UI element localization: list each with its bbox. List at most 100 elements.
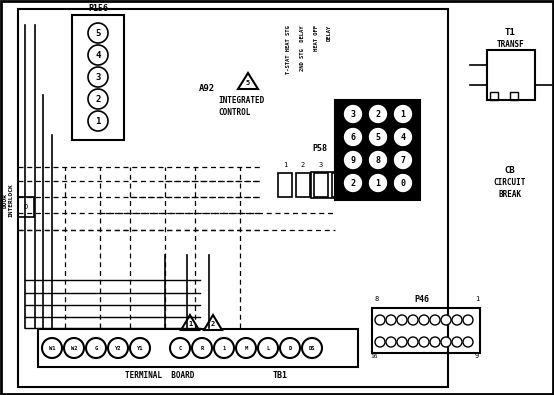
Text: 8: 8 — [376, 156, 381, 164]
Circle shape — [386, 315, 396, 325]
Text: 2ND STG  DELAY: 2ND STG DELAY — [300, 25, 305, 70]
Text: 4: 4 — [401, 132, 406, 141]
Bar — [278, 173, 292, 197]
Text: 4: 4 — [95, 51, 101, 60]
Text: T-STAT HEAT STG: T-STAT HEAT STG — [285, 25, 290, 74]
Circle shape — [343, 150, 363, 170]
Circle shape — [368, 127, 388, 147]
Circle shape — [368, 150, 388, 170]
Text: TERMINAL  BOARD: TERMINAL BOARD — [125, 371, 194, 380]
Circle shape — [397, 315, 407, 325]
Text: M: M — [244, 346, 248, 350]
Text: 9: 9 — [475, 353, 479, 359]
Circle shape — [375, 337, 385, 347]
Circle shape — [42, 338, 62, 358]
Circle shape — [419, 315, 429, 325]
Circle shape — [463, 315, 473, 325]
Circle shape — [88, 89, 108, 109]
Circle shape — [88, 111, 108, 131]
Bar — [510, 92, 518, 100]
Circle shape — [452, 315, 462, 325]
Circle shape — [441, 315, 451, 325]
Circle shape — [236, 338, 256, 358]
Circle shape — [368, 173, 388, 193]
Text: INTEGRATED: INTEGRATED — [218, 96, 264, 105]
Text: 4: 4 — [337, 162, 341, 168]
Text: 3: 3 — [95, 73, 101, 81]
Text: W2: W2 — [71, 346, 77, 350]
Circle shape — [108, 338, 128, 358]
Bar — [72, 15, 124, 140]
Text: 2: 2 — [351, 179, 356, 188]
Circle shape — [88, 67, 108, 87]
Text: 2: 2 — [376, 109, 381, 118]
Circle shape — [393, 150, 413, 170]
Text: 3: 3 — [351, 109, 356, 118]
Circle shape — [368, 104, 388, 124]
Text: O: O — [24, 204, 28, 210]
Circle shape — [88, 23, 108, 43]
Circle shape — [343, 104, 363, 124]
Text: 16: 16 — [370, 354, 378, 359]
Text: 1: 1 — [222, 346, 225, 350]
Circle shape — [408, 337, 418, 347]
Circle shape — [192, 338, 212, 358]
Text: 5: 5 — [95, 28, 101, 38]
Bar — [18, 9, 448, 387]
Circle shape — [393, 104, 413, 124]
Circle shape — [463, 337, 473, 347]
Bar — [18, 197, 34, 217]
Polygon shape — [204, 315, 222, 330]
Bar — [372, 308, 480, 353]
Bar — [38, 329, 358, 367]
Circle shape — [375, 315, 385, 325]
Circle shape — [302, 338, 322, 358]
Text: 1: 1 — [475, 296, 479, 302]
Text: DOOR
INTERLOCK: DOOR INTERLOCK — [3, 183, 13, 217]
Text: DS: DS — [309, 346, 315, 350]
Text: CB: CB — [505, 166, 515, 175]
Text: 5: 5 — [376, 132, 381, 141]
Text: 7: 7 — [401, 156, 406, 164]
Circle shape — [430, 337, 440, 347]
Bar — [311, 172, 347, 198]
Text: 2: 2 — [211, 321, 215, 327]
Text: A92: A92 — [199, 83, 215, 92]
Circle shape — [452, 337, 462, 347]
Circle shape — [430, 315, 440, 325]
Bar — [487, 50, 535, 100]
Text: 2: 2 — [301, 162, 305, 168]
Circle shape — [343, 173, 363, 193]
Text: 1: 1 — [283, 162, 287, 168]
Text: G: G — [94, 346, 98, 350]
Circle shape — [214, 338, 234, 358]
Text: 8: 8 — [375, 296, 379, 302]
Text: BREAK: BREAK — [499, 190, 521, 199]
Text: P46: P46 — [414, 295, 429, 303]
Text: P156: P156 — [88, 4, 108, 13]
Circle shape — [397, 337, 407, 347]
Circle shape — [258, 338, 278, 358]
Text: 9: 9 — [351, 156, 356, 164]
Text: T1: T1 — [505, 28, 515, 36]
Text: W1: W1 — [49, 346, 55, 350]
Text: TRANSF: TRANSF — [496, 40, 524, 49]
Bar — [490, 92, 498, 100]
Text: 3: 3 — [319, 162, 323, 168]
Circle shape — [343, 127, 363, 147]
Text: 1: 1 — [95, 117, 101, 126]
Text: TB1: TB1 — [273, 371, 288, 380]
Text: CONTROL: CONTROL — [218, 107, 250, 117]
Text: P58: P58 — [312, 143, 327, 152]
Circle shape — [393, 173, 413, 193]
Circle shape — [419, 337, 429, 347]
Text: 1: 1 — [401, 109, 406, 118]
Circle shape — [130, 338, 150, 358]
Circle shape — [280, 338, 300, 358]
Bar — [335, 100, 420, 200]
Text: 2: 2 — [95, 94, 101, 103]
Circle shape — [386, 337, 396, 347]
Text: L: L — [266, 346, 270, 350]
Polygon shape — [181, 315, 199, 330]
Circle shape — [64, 338, 84, 358]
